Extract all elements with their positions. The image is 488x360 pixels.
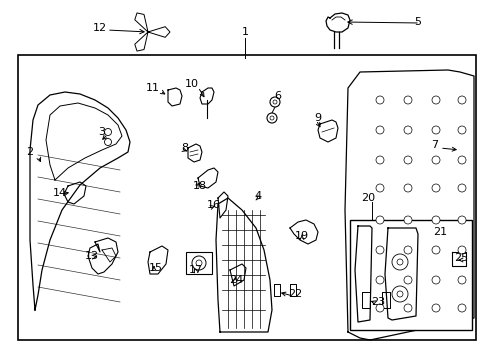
Bar	[18, 55, 475, 340]
Text: 3: 3	[98, 127, 105, 137]
Circle shape	[396, 259, 402, 265]
Circle shape	[391, 286, 407, 302]
Circle shape	[375, 184, 383, 192]
Circle shape	[104, 139, 111, 145]
Text: 25: 25	[453, 253, 467, 263]
Text: 7: 7	[430, 140, 438, 150]
Text: 2: 2	[26, 147, 34, 157]
Circle shape	[375, 96, 383, 104]
Text: 4: 4	[254, 191, 261, 201]
Text: 12: 12	[93, 23, 107, 33]
Circle shape	[403, 304, 411, 312]
Circle shape	[457, 96, 465, 104]
Circle shape	[192, 256, 205, 270]
Text: 15: 15	[149, 263, 163, 273]
Circle shape	[431, 126, 439, 134]
Circle shape	[403, 184, 411, 192]
Text: 19: 19	[294, 231, 308, 241]
Text: 16: 16	[206, 200, 221, 210]
Bar	[185, 252, 212, 274]
Text: 22: 22	[287, 289, 302, 299]
Text: 10: 10	[184, 79, 199, 89]
Circle shape	[272, 100, 276, 104]
Circle shape	[396, 291, 402, 297]
Circle shape	[403, 246, 411, 254]
Circle shape	[457, 246, 465, 254]
Circle shape	[375, 304, 383, 312]
Circle shape	[431, 96, 439, 104]
Circle shape	[457, 304, 465, 312]
Text: 1: 1	[241, 27, 248, 37]
Circle shape	[431, 276, 439, 284]
Circle shape	[403, 276, 411, 284]
Text: 14: 14	[53, 188, 67, 198]
Circle shape	[375, 216, 383, 224]
Circle shape	[431, 304, 439, 312]
Circle shape	[375, 126, 383, 134]
Text: 13: 13	[85, 251, 99, 261]
Text: 6: 6	[274, 91, 281, 101]
Circle shape	[403, 126, 411, 134]
Text: 18: 18	[193, 181, 206, 191]
Text: 8: 8	[181, 143, 188, 153]
Text: 5: 5	[414, 17, 421, 27]
Circle shape	[391, 254, 407, 270]
Circle shape	[266, 113, 276, 123]
Circle shape	[457, 216, 465, 224]
Circle shape	[403, 156, 411, 164]
Text: 17: 17	[188, 265, 203, 275]
Circle shape	[403, 216, 411, 224]
Text: 23: 23	[370, 297, 384, 307]
Circle shape	[375, 276, 383, 284]
Circle shape	[457, 276, 465, 284]
Circle shape	[457, 156, 465, 164]
Circle shape	[375, 156, 383, 164]
Circle shape	[457, 126, 465, 134]
Text: 20: 20	[360, 193, 374, 203]
Circle shape	[269, 97, 280, 107]
Text: 11: 11	[146, 83, 160, 93]
Text: 24: 24	[228, 275, 243, 285]
Circle shape	[269, 116, 273, 120]
Circle shape	[375, 246, 383, 254]
Circle shape	[104, 129, 111, 135]
Circle shape	[457, 184, 465, 192]
Text: 9: 9	[314, 113, 321, 123]
Circle shape	[431, 184, 439, 192]
Circle shape	[403, 96, 411, 104]
Circle shape	[431, 246, 439, 254]
Circle shape	[431, 156, 439, 164]
Text: 21: 21	[432, 227, 446, 237]
Circle shape	[196, 260, 202, 266]
Bar	[349, 220, 471, 330]
Circle shape	[431, 216, 439, 224]
